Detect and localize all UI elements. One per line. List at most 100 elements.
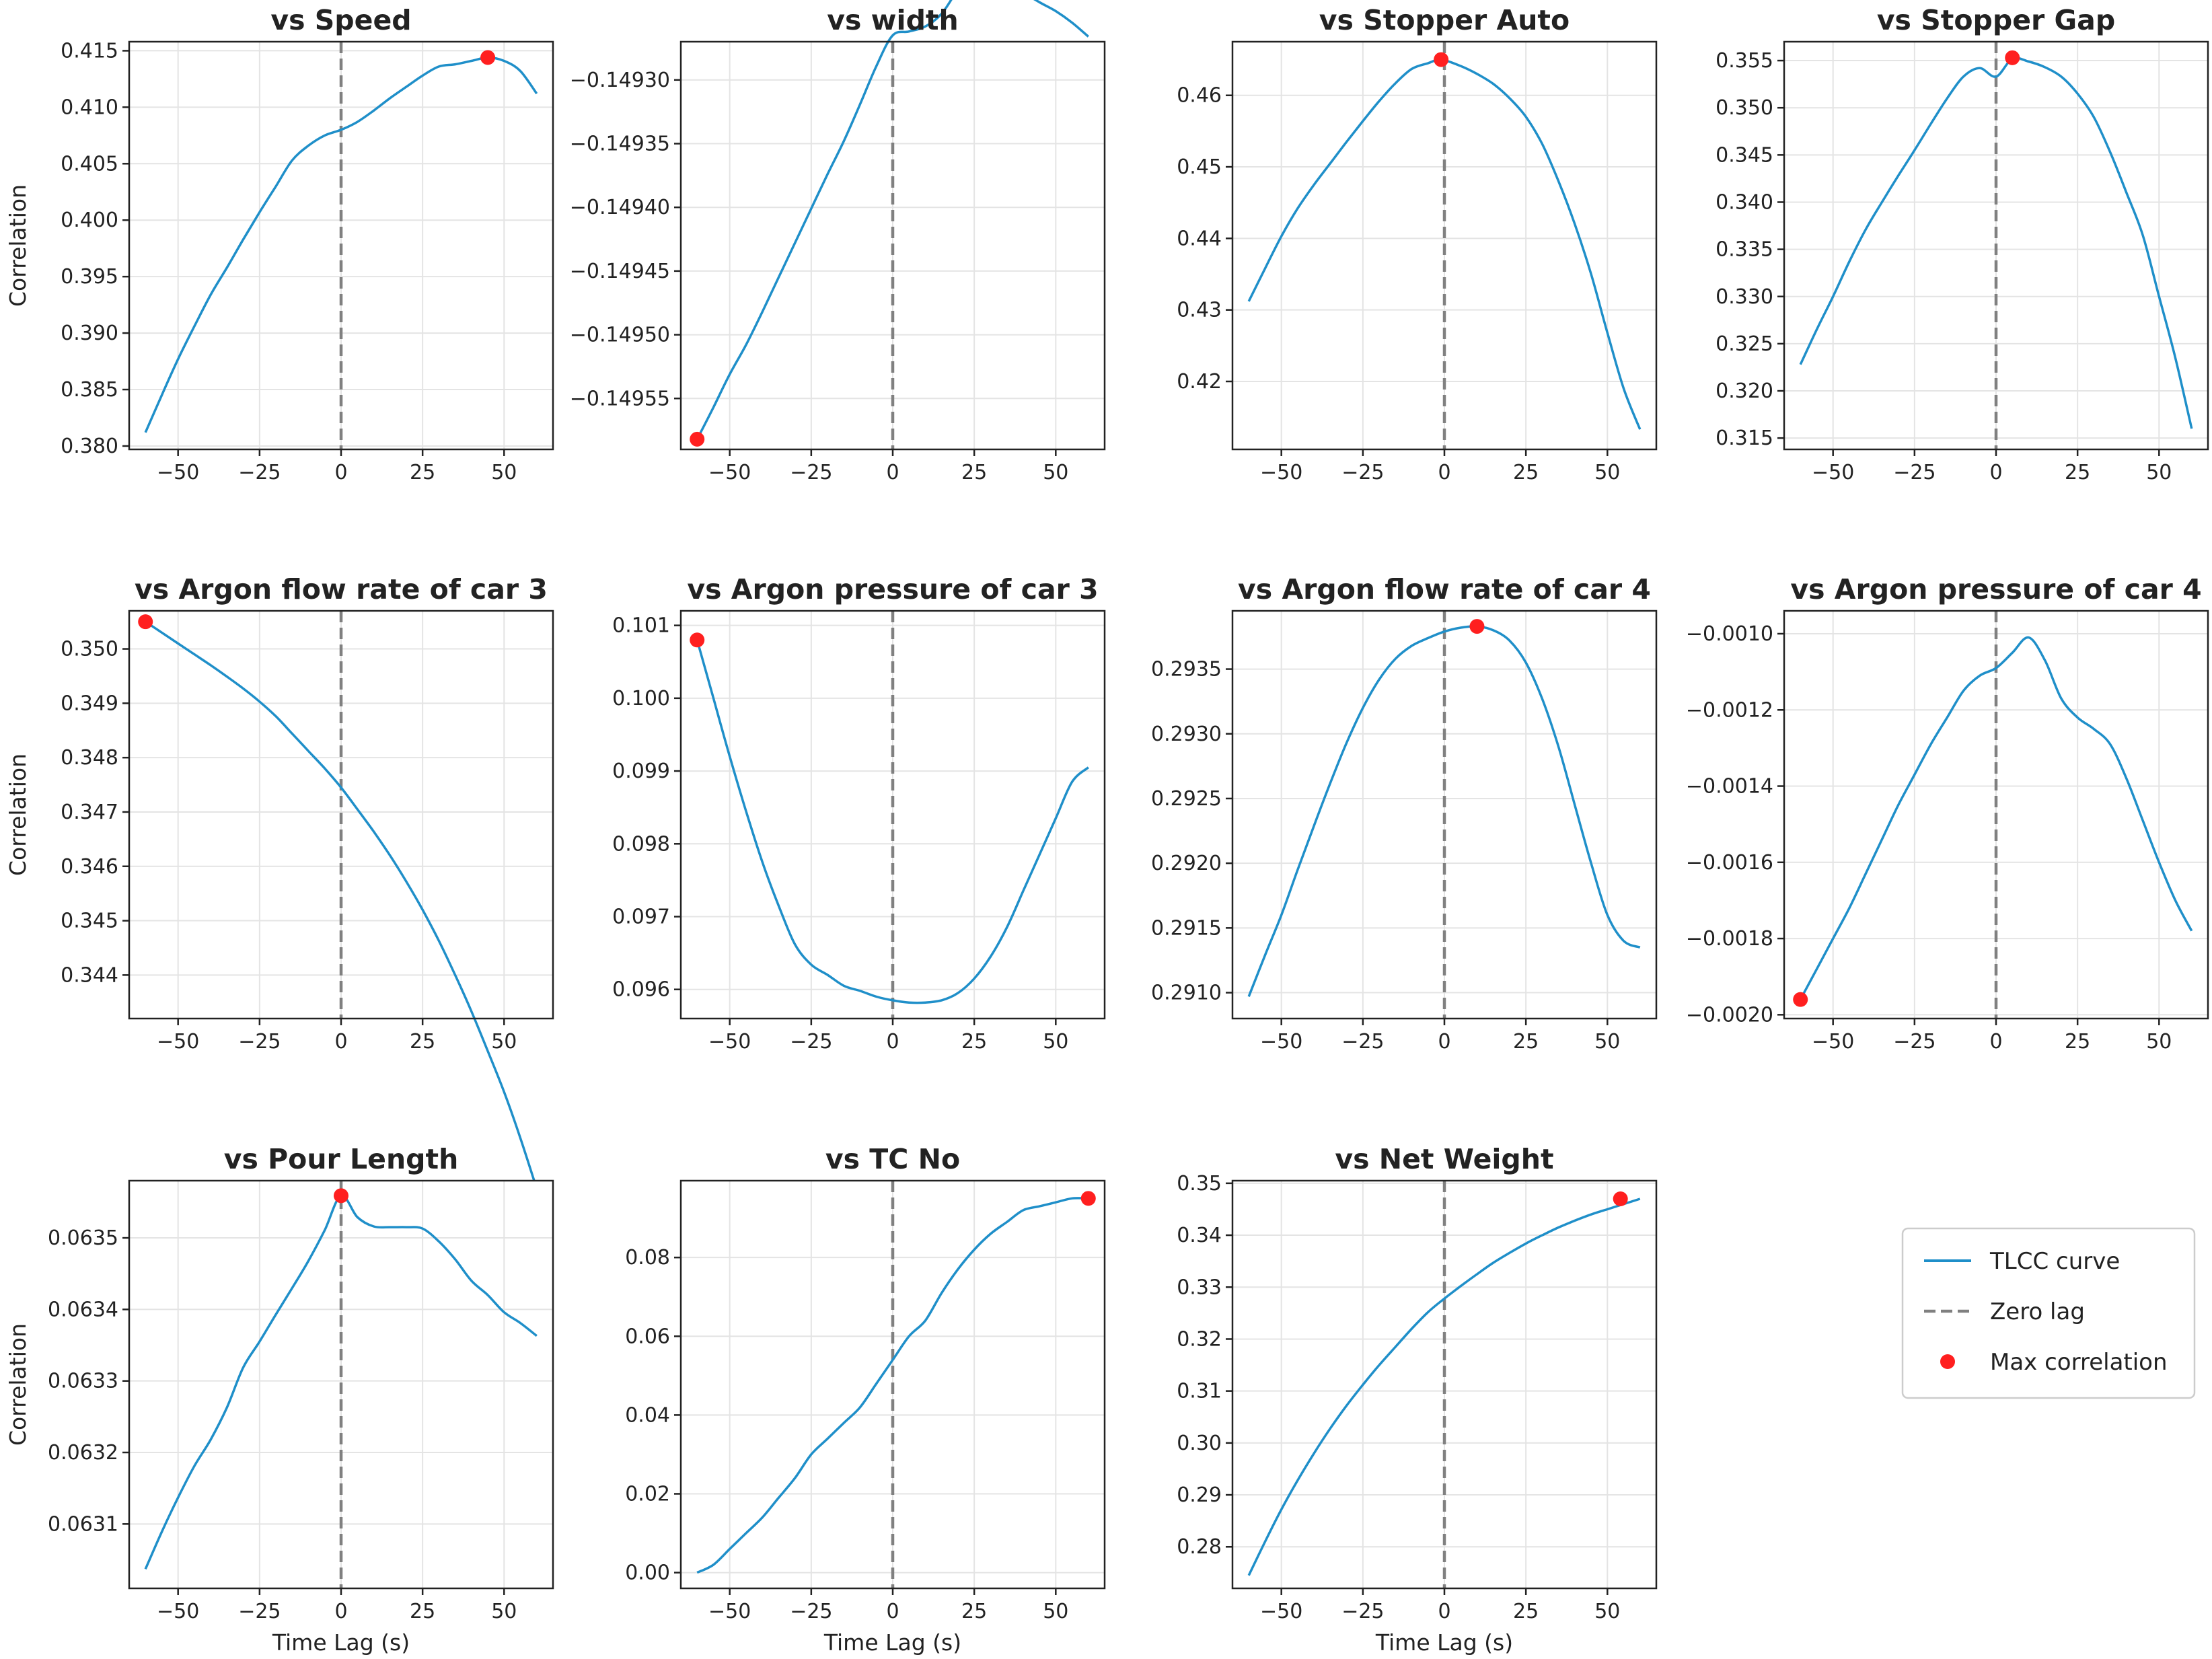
y-tick-label: 0.100 (612, 687, 670, 710)
subplot: −50 −25 0 25 50 0.00 0.02 0.04 0.06 0.08 vs TC No T… (625, 1143, 1106, 1656)
x-tick-label: −50 (708, 1600, 751, 1623)
y-tick-label: 0.410 (61, 96, 118, 119)
subplot: −50 −25 0 25 50 −0.14955 −0.14950 −0.14945 −0.14… (570, 0, 1106, 484)
subplot: −50 −25 0 25 50 0.380 0.385 0.390 0.395 0.400 0.40… (5, 4, 554, 484)
y-tick-label: 0.345 (61, 910, 118, 933)
x-tick-label: −25 (1341, 461, 1384, 484)
max-correlation-marker (1469, 619, 1485, 634)
max-correlation-marker (334, 1188, 348, 1204)
y-tick-label: 0.30 (1177, 1432, 1222, 1455)
x-tick-label: 25 (2065, 461, 2090, 484)
max-correlation-marker (1613, 1191, 1628, 1207)
y-tick-label: 0.34 (1177, 1224, 1222, 1247)
y-tick-label: 0.350 (1716, 96, 1773, 120)
y-tick-label: 0.45 (1177, 155, 1222, 179)
y-tick-label: 0.0633 (48, 1370, 118, 1393)
y-tick-label: 0.2930 (1151, 723, 1222, 746)
x-tick-label: −50 (157, 461, 199, 484)
subplot-title: vs Speed (270, 4, 411, 36)
subplot: −50 −25 0 25 50 0.344 0.345 0.346 0.347 0.348 0.34… (5, 573, 554, 1189)
y-tick-label: 0.320 (1716, 379, 1773, 403)
y-tick-label: 0.08 (625, 1246, 670, 1269)
tlcc-curve (696, 639, 1089, 1004)
x-tick-label: −25 (790, 461, 832, 484)
x-tick-label: 0 (1989, 1030, 2002, 1054)
x-tick-label: 0 (886, 461, 899, 484)
x-tick-label: 50 (1594, 1600, 1620, 1623)
y-tick-label: −0.0010 (1686, 622, 1773, 646)
legend-box (1901, 1227, 2196, 1399)
x-tick-label: 50 (1043, 1600, 1068, 1623)
y-tick-label: 0.395 (61, 265, 118, 289)
x-tick-label: 25 (410, 1030, 435, 1054)
x-tick-label: −50 (1260, 1030, 1302, 1054)
x-tick-label: −25 (790, 1030, 832, 1054)
legend-label: Zero lag (1990, 1298, 2085, 1325)
y-tick-label: 0.2910 (1151, 982, 1222, 1005)
legend-marker-swatch (1940, 1354, 1955, 1369)
y-axis-label: Correlation (5, 753, 31, 876)
y-tick-label: 0.32 (1177, 1327, 1222, 1351)
x-tick-label: −50 (708, 1030, 751, 1054)
x-tick-label: −25 (1341, 1030, 1384, 1054)
x-axis-label: Time Lag (s) (823, 1629, 961, 1656)
x-tick-label: 25 (1513, 1600, 1539, 1623)
subplot-title: vs Argon pressure of car 3 (687, 573, 1098, 605)
y-tick-label: 0.42 (1177, 370, 1222, 394)
x-tick-label: −50 (157, 1030, 199, 1054)
x-tick-label: −25 (238, 461, 281, 484)
x-tick-label: −25 (238, 1030, 281, 1054)
x-tick-label: −50 (157, 1600, 199, 1623)
y-tick-label: 0.28 (1177, 1535, 1222, 1559)
max-correlation-marker (2005, 50, 2020, 65)
y-tick-label: 0.405 (61, 152, 118, 176)
y-tick-label: 0.2935 (1151, 658, 1222, 681)
x-tick-label: 50 (1594, 1030, 1620, 1054)
y-tick-label: 0.335 (1716, 238, 1773, 262)
subplot-title: vs Argon pressure of car 4 (1790, 573, 2201, 605)
y-tick-label: −0.14930 (570, 69, 670, 92)
subplot-title: vs Stopper Auto (1319, 4, 1570, 36)
x-tick-label: 25 (410, 461, 435, 484)
tlcc-curve (1247, 1197, 1641, 1576)
x-tick-label: −25 (790, 1600, 832, 1623)
y-tick-label: 0.00 (625, 1561, 670, 1585)
y-axis-label: Correlation (5, 1323, 31, 1446)
x-tick-label: 50 (491, 1600, 517, 1623)
y-tick-label: 0.390 (61, 322, 118, 345)
tlcc-curve (144, 56, 538, 433)
subplot-title: vs Stopper Gap (1877, 4, 2115, 36)
x-tick-label: −25 (1893, 461, 1936, 484)
subplot: −50 −25 0 25 50 0.0631 0.0632 0.0633 0.0634 0.063… (5, 1143, 554, 1656)
y-tick-label: 0.340 (1716, 190, 1773, 214)
subplot-title: vs Argon flow rate of car 4 (1238, 573, 1651, 605)
x-tick-label: 0 (334, 1030, 347, 1054)
max-correlation-marker (138, 614, 153, 630)
y-tick-label: 0.098 (612, 832, 670, 856)
y-axis-label: Correlation (5, 184, 31, 307)
y-tick-label: 0.380 (61, 435, 118, 458)
legend-label: TLCC curve (1989, 1248, 2120, 1275)
tlcc-curve (696, 1197, 1089, 1574)
y-tick-label: 0.348 (61, 746, 118, 770)
subplot: −50 −25 0 25 50 0.315 0.320 0.325 0.330 0.335 0.34… (1716, 4, 2209, 484)
y-tick-label: 0.0634 (48, 1298, 118, 1321)
y-tick-label: 0.346 (61, 855, 118, 879)
x-tick-label: −25 (1341, 1600, 1384, 1623)
y-tick-label: −0.0018 (1686, 927, 1773, 951)
x-tick-label: −50 (1812, 1030, 1854, 1054)
x-tick-label: 25 (1513, 461, 1539, 484)
x-tick-label: −25 (1893, 1030, 1936, 1054)
max-correlation-marker (1434, 52, 1449, 67)
y-tick-label: 0.2920 (1151, 852, 1222, 875)
x-tick-label: 0 (1438, 1600, 1450, 1623)
y-tick-label: 0.355 (1716, 49, 1773, 73)
x-tick-label: 0 (1438, 461, 1450, 484)
x-tick-label: 25 (2065, 1030, 2090, 1054)
x-tick-label: 25 (1513, 1030, 1539, 1054)
max-correlation-marker (690, 431, 705, 447)
y-tick-label: 0.315 (1716, 427, 1773, 450)
x-tick-label: 50 (2146, 461, 2172, 484)
subplot: −50 −25 0 25 50 0.096 0.097 0.098 0.099 0.100 0.10… (612, 573, 1106, 1054)
